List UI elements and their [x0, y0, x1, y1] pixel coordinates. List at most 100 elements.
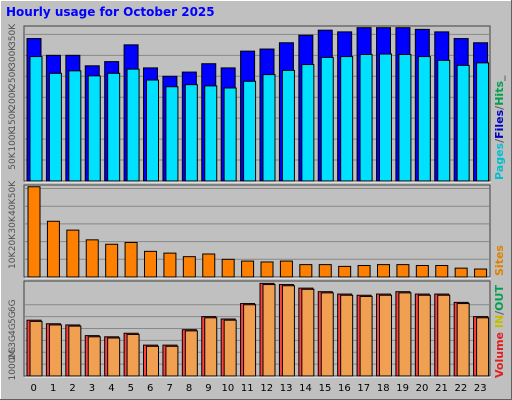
pages-bar: [29, 56, 43, 182]
legend-part: Sites: [493, 245, 506, 276]
hour-axis-labels: 0 1 2 3 4 5 6 7 8 9 10 11 12 13 14 15 16 17 18 19 20 21 22 23: [31, 383, 487, 394]
pages-bar: [223, 87, 237, 182]
sites-y-tick-label: 30K: [8, 215, 18, 233]
sites-bar: [474, 268, 488, 278]
hits-y-tick-label: 100K: [8, 127, 18, 151]
hour-label: 14: [299, 383, 312, 394]
volume-out-bar: [320, 292, 334, 377]
pages-bar: [301, 64, 315, 182]
sites-y-tick-label: 50K: [8, 180, 18, 198]
pages-files-hits-legend: Pages/Files/Hits_: [493, 75, 506, 180]
hour-label: 11: [241, 383, 254, 394]
volume-out-bar: [107, 337, 121, 377]
volume-out-bar: [301, 288, 315, 377]
sites-bar: [318, 264, 332, 278]
hour-label: 16: [338, 383, 351, 394]
hour-label: 22: [455, 383, 468, 394]
hour-label: 7: [166, 383, 172, 394]
hour-label: 0: [31, 383, 37, 394]
sites-y-tick-label: 40K: [8, 197, 18, 215]
pages-bar: [107, 72, 121, 182]
pages-bar: [262, 74, 276, 182]
hour-label: 3: [89, 383, 95, 394]
volume-y-tick-label: 2G: [8, 347, 18, 360]
volume-out-bar: [204, 317, 218, 377]
hour-label: 1: [50, 383, 56, 394]
sites-bar: [124, 242, 138, 278]
pages-bar: [204, 85, 218, 182]
chart-title: Hourly usage for October 2025: [6, 5, 215, 19]
sites-y-tick-label: 20K: [8, 233, 18, 251]
sites-bar: [105, 243, 119, 278]
sites-bar: [202, 253, 216, 278]
pages-bar: [476, 62, 490, 182]
legend-part: /: [493, 138, 506, 143]
hour-label: 19: [396, 383, 409, 394]
volume-out-bar: [437, 294, 451, 377]
sites-bar: [182, 256, 196, 278]
hour-label: 23: [474, 383, 487, 394]
sites-bar: [66, 229, 80, 278]
pages-bar: [68, 70, 82, 182]
pages-bar: [398, 53, 412, 182]
pages-bar: [281, 69, 295, 182]
sites-bar: [260, 261, 274, 278]
sites-plot-border: [23, 184, 491, 278]
sites-bar: [221, 258, 235, 278]
sites-bar: [279, 260, 293, 278]
legend-part: /: [493, 105, 506, 110]
volume-out-bar: [281, 285, 295, 377]
volume-out-bar: [359, 295, 373, 377]
hour-label: 10: [222, 383, 235, 394]
volume-in-out-legend: Volume IN/OUT: [493, 285, 506, 378]
volume-out-bar: [48, 324, 62, 377]
hits-y-tick-label: 350K: [8, 23, 18, 47]
hour-label: 12: [260, 383, 273, 394]
hits-y-tick-label: 150K: [8, 107, 18, 131]
sites-bar: [377, 264, 390, 278]
sites-bar: [46, 220, 60, 278]
sites-bar: [144, 250, 157, 278]
volume-out-bar: [456, 303, 470, 377]
hour-label: 18: [377, 383, 390, 394]
pages-bar: [379, 53, 392, 182]
volume-out-bar: [87, 336, 101, 377]
hour-label: 8: [186, 383, 192, 394]
sites-bar: [85, 239, 99, 278]
sites-bar: [338, 265, 352, 278]
volume-out-bar: [223, 319, 237, 377]
hits-y-tick-label: 300K: [8, 44, 18, 68]
sites-bar: [241, 260, 255, 278]
hits-y-tick-label: 250K: [8, 65, 18, 89]
volume-out-bar: [243, 304, 257, 377]
pages-bar: [126, 68, 140, 182]
legend-part: _: [493, 75, 506, 81]
legend-part: /: [493, 310, 506, 315]
hour-label: 13: [280, 383, 293, 394]
hour-label: 4: [108, 383, 114, 394]
sites-bar: [454, 267, 468, 278]
sites-bar: [396, 264, 410, 278]
hour-label: 5: [128, 383, 134, 394]
pages-bar: [48, 72, 62, 182]
volume-out-bar: [262, 284, 276, 377]
sites-bar: [299, 264, 313, 278]
volume-y-tick-label: 4G: [8, 323, 18, 336]
legend-part: Pages: [493, 142, 506, 180]
volume-out-bar: [68, 325, 82, 377]
legend-part: Volume: [493, 332, 506, 378]
pages-bar: [340, 56, 354, 182]
hits-y-tick-label: 200K: [8, 86, 18, 110]
pages-bar: [437, 59, 451, 182]
volume-out-bar: [398, 292, 412, 377]
legend-part: Hits: [493, 81, 506, 106]
volume-out-bar: [165, 345, 179, 377]
legend-part: OUT: [493, 285, 506, 311]
pages-bar: [359, 53, 373, 182]
volume-out-bar: [184, 330, 198, 377]
pages-bar: [87, 75, 101, 182]
pages-bar: [417, 56, 431, 182]
